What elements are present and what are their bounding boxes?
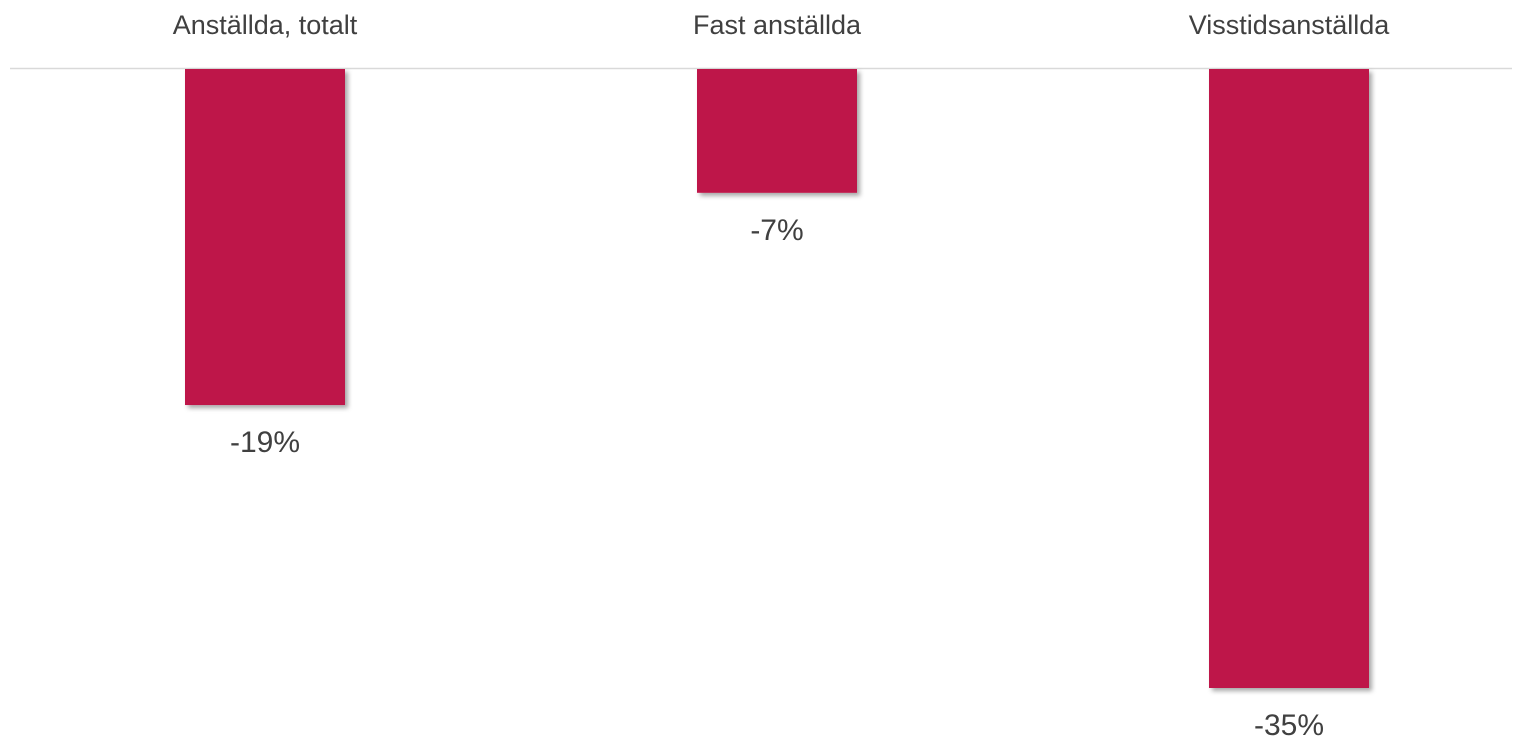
category-label: Anställda, totalt bbox=[173, 10, 358, 40]
data-label: -35% bbox=[1254, 709, 1324, 738]
bar bbox=[697, 69, 857, 193]
category-label: Fast anställda bbox=[693, 10, 862, 40]
category-label: Visstidsanställda bbox=[1189, 10, 1391, 40]
data-label: -7% bbox=[750, 214, 803, 247]
data-label: -19% bbox=[230, 426, 300, 459]
bar bbox=[1209, 69, 1369, 688]
bar bbox=[185, 69, 345, 406]
